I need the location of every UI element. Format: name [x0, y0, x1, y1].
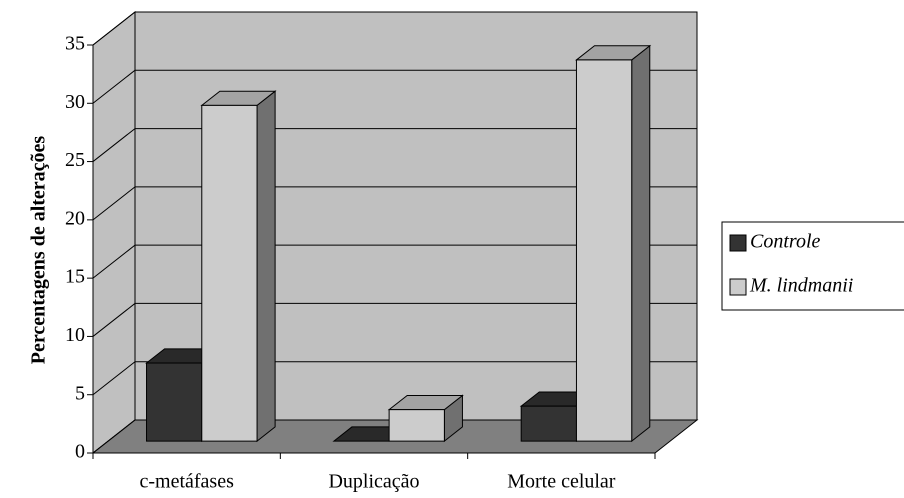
legend-label: Controle	[750, 231, 820, 253]
grid-line	[92, 244, 697, 279]
grid-line	[92, 361, 697, 396]
legend-box	[721, 221, 904, 311]
grid-line	[92, 186, 697, 221]
y-tick-label: 25	[65, 149, 85, 171]
grid-line	[92, 11, 697, 46]
bar	[575, 44, 652, 443]
legend-swatch	[729, 278, 747, 296]
bar-front	[388, 409, 445, 442]
grid-line	[92, 69, 697, 104]
y-tick-label: 20	[65, 207, 85, 229]
bar-side	[631, 44, 651, 443]
y-tick-label: 0	[75, 441, 85, 463]
y-tick-label: 35	[65, 33, 85, 55]
legend-swatch	[729, 234, 747, 252]
bar-front	[520, 405, 577, 442]
bar-side	[256, 90, 276, 443]
grid-line	[92, 419, 697, 454]
x-tick-label: c-metáfases	[139, 471, 234, 493]
x-tick-label: Morte celular	[507, 471, 616, 493]
side-wall	[92, 10, 136, 455]
y-tick-label: 10	[65, 324, 85, 346]
y-tick-label: 15	[65, 266, 85, 288]
legend-label: M. lindmanii	[749, 275, 853, 297]
y-tick-label: 30	[65, 91, 85, 113]
bar-front	[201, 104, 258, 442]
bar-front	[146, 362, 203, 442]
bar	[387, 394, 464, 443]
grid-line	[92, 128, 697, 162]
bar-front	[575, 59, 633, 442]
y-tick-label: 5	[75, 382, 85, 404]
bar	[200, 90, 277, 443]
x-tick-label: Duplicação	[328, 471, 419, 493]
y-axis-label: Percentagens de alterações	[28, 136, 50, 365]
grid-line	[92, 302, 697, 337]
